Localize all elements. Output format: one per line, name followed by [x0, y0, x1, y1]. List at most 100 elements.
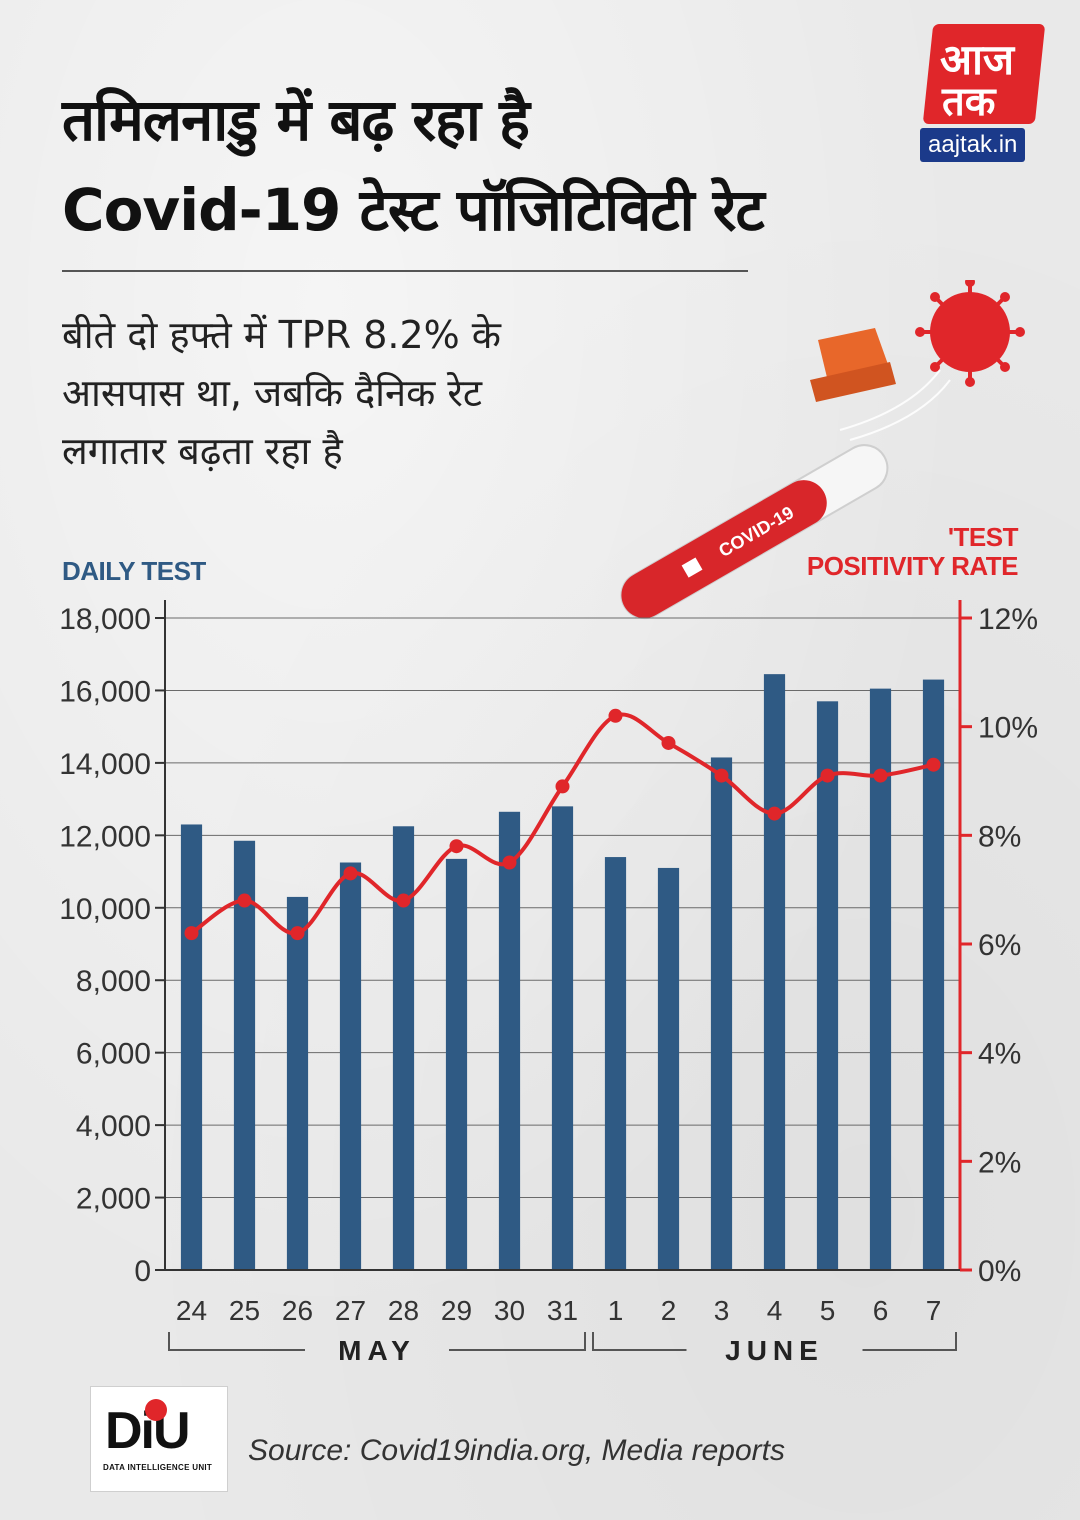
left-tick-label: 0: [134, 1255, 151, 1288]
positivity-rate-line: [184, 708, 941, 941]
title-divider: [62, 270, 748, 272]
tpr-point-26: [290, 926, 305, 941]
left-tick-label: 18,000: [59, 603, 151, 636]
right-axis-title-line2: POSITIVITY RATE: [806, 551, 1019, 581]
right-tick-label: 10%: [978, 712, 1038, 745]
tpr-point-29: [449, 839, 464, 854]
tpr-point-2: [661, 735, 676, 750]
left-tick-label: 6,000: [76, 1038, 151, 1071]
tpr-point-4: [767, 806, 782, 821]
month-bracket-left: [592, 1332, 687, 1351]
diu-logo-caption: DATA INTELLIGENCE UNIT: [103, 1463, 213, 1472]
test-tube: COVID-19: [620, 444, 889, 620]
tpr-point-24: [184, 926, 199, 941]
tube-cap-icon: [810, 328, 896, 402]
left-tick-label: 10,000: [59, 893, 151, 926]
month-label-may: MAY: [338, 1335, 416, 1366]
virus-icon: [915, 280, 1025, 387]
bar-31: [551, 806, 574, 1270]
x-label-26: 26: [282, 1295, 313, 1326]
right-tick-label: 2%: [978, 1146, 1021, 1179]
logo-website: aajtak.in: [920, 128, 1026, 162]
bar-6: [869, 688, 892, 1270]
subtitle-line3: लगातार बढ़ता रहा है: [62, 429, 343, 473]
motion-lines: [839, 369, 951, 441]
daily-test-bars: [180, 674, 945, 1270]
bar-27: [339, 862, 362, 1270]
bar-28: [392, 826, 415, 1270]
left-tick-label: 16,000: [59, 675, 151, 708]
x-label-25: 25: [229, 1295, 260, 1326]
tpr-point-5: [820, 768, 835, 783]
tpr-point-1: [608, 708, 623, 723]
logo-text-line2: तक: [942, 79, 996, 125]
x-axis-labels: 24 25 26 27 28 29 30 31 1 2 3 4 5 6 7: [176, 1295, 941, 1326]
month-brackets: MAY JUNE: [168, 1332, 957, 1366]
x-label-31: 31: [547, 1295, 578, 1326]
right-tick-label: 8%: [978, 820, 1021, 853]
month-bracket-right: [449, 1332, 586, 1351]
page-title-line1: तमिलनाडु में बढ़ रहा है: [62, 86, 530, 154]
month-bracket-right: [862, 1332, 957, 1351]
tpr-point-3: [714, 768, 729, 783]
left-axis-ticks: 0 2,000 4,000 6,000 8,000 10,000 12,000 14,000 1…: [59, 603, 151, 1288]
left-tick-label: 2,000: [76, 1183, 151, 1216]
tpr-point-28: [396, 893, 411, 908]
x-label-4: 4: [767, 1295, 783, 1326]
diu-logo-dot: [145, 1399, 167, 1421]
bar-5: [816, 701, 839, 1270]
left-axis-title: DAILY TEST: [62, 556, 206, 586]
tpr-point-6: [873, 768, 888, 783]
subtitle-line1: बीते दो हफ्ते में TPR 8.2% के: [62, 313, 501, 357]
right-tick-label: 12%: [978, 603, 1038, 636]
covid-test-tube-illustration: COVID-19: [620, 280, 1025, 620]
right-axis-ticks: 0% 2% 4% 6% 8% 10% 12%: [978, 603, 1038, 1288]
tests-and-positivity-chart: 0 2,000 4,000 6,000 8,000 10,000 12,000 14,000 1…: [59, 600, 1038, 1366]
diu-logo: DiU DATA INTELLIGENCE UNIT: [90, 1386, 228, 1492]
tpr-point-25: [237, 893, 252, 908]
left-tick-label: 12,000: [59, 820, 151, 853]
right-tick-label: 4%: [978, 1038, 1021, 1071]
x-label-27: 27: [335, 1295, 366, 1326]
tpr-point-7: [926, 757, 941, 772]
x-label-1: 1: [608, 1295, 624, 1326]
left-tick-label: 4,000: [76, 1110, 151, 1143]
x-label-3: 3: [714, 1295, 730, 1326]
bar-2: [657, 867, 680, 1270]
tpr-point-30: [502, 855, 517, 870]
bar-1: [604, 857, 627, 1270]
right-tick-label: 0%: [978, 1255, 1021, 1288]
bar-7: [922, 679, 945, 1270]
tpr-point-31: [555, 779, 570, 794]
axes: [155, 600, 972, 1272]
bar-30: [498, 811, 521, 1270]
bar-29: [445, 858, 468, 1270]
x-label-28: 28: [388, 1295, 419, 1326]
x-label-2: 2: [661, 1295, 677, 1326]
month-label-june: JUNE: [725, 1335, 824, 1366]
bar-26: [286, 896, 309, 1270]
x-label-29: 29: [441, 1295, 472, 1326]
x-label-7: 7: [926, 1295, 942, 1326]
x-label-30: 30: [494, 1295, 525, 1326]
month-bracket-left: [168, 1332, 305, 1351]
bar-3: [710, 757, 733, 1270]
right-tick-label: 6%: [978, 929, 1021, 962]
aajtak-logo[interactable]: आज तक aajtak.in: [920, 24, 1050, 164]
tpr-point-27: [343, 866, 358, 881]
bar-24: [180, 824, 203, 1270]
x-label-5: 5: [820, 1295, 836, 1326]
right-axis-title-line1: 'TEST: [947, 522, 1019, 552]
source-note: Source: Covid19india.org, Media reports: [248, 1434, 785, 1467]
bar-4: [763, 674, 786, 1270]
bar-25: [233, 840, 256, 1270]
left-tick-label: 14,000: [59, 748, 151, 781]
logo-text-line1: आज: [940, 35, 1015, 84]
positivity-rate-path: [190, 712, 934, 936]
subtitle-line2: आसपास था, जबकि दैनिक रेट: [62, 371, 483, 415]
page-title-line2: Covid-19 टेस्ट पॉजिटिविटी रेट: [62, 176, 765, 244]
x-label-6: 6: [873, 1295, 889, 1326]
x-label-24: 24: [176, 1295, 207, 1326]
left-tick-label: 8,000: [76, 965, 151, 998]
